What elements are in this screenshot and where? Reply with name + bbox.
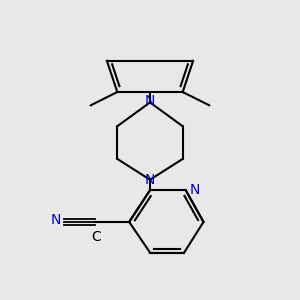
Text: N: N xyxy=(50,213,61,227)
Text: N: N xyxy=(145,94,155,107)
Text: N: N xyxy=(145,173,155,187)
Text: N: N xyxy=(190,183,200,197)
Text: C: C xyxy=(92,230,101,244)
